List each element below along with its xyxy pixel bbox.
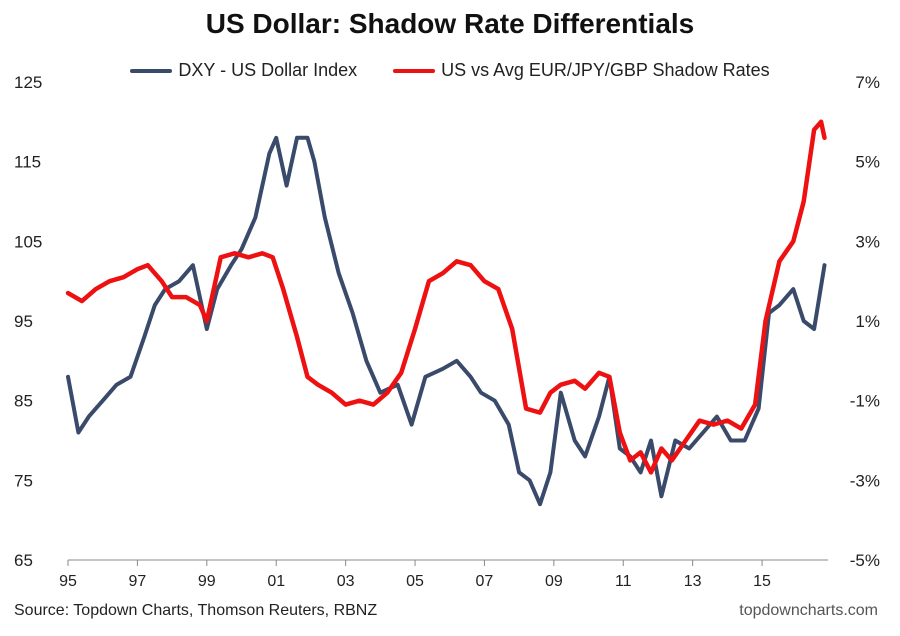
legend-label-dxy: DXY - US Dollar Index	[178, 60, 358, 80]
y-left-tick-label: 85	[14, 392, 33, 411]
x-tick-label: 99	[198, 573, 216, 590]
y-left-tick-label: 75	[14, 471, 33, 490]
series-line-dxy	[66, 135, 827, 507]
y-left-tick-label: 105	[14, 232, 42, 251]
chart-title: US Dollar: Shadow Rate Differentials	[205, 8, 695, 39]
x-tick-label: 97	[129, 573, 147, 590]
legend-swatch-dxy	[130, 68, 173, 73]
legend-item-dxy: DXY - US Dollar Index	[130, 60, 357, 81]
brand-note: topdowncharts.com	[739, 602, 878, 619]
y-left-tick-label: 95	[14, 312, 33, 331]
legend-swatch-shadow-rates	[393, 68, 436, 73]
x-tick-label: 13	[684, 573, 702, 590]
x-tick-label: 01	[267, 573, 285, 590]
x-tick-label: 09	[545, 573, 563, 590]
x-tick-label: 07	[476, 573, 494, 590]
x-tick-label: 11	[615, 573, 632, 590]
y-right-tick-label: -1%	[850, 392, 880, 411]
y-right-tick-label: 1%	[855, 312, 880, 331]
y-left-tick-label: 125	[14, 73, 42, 92]
legend: DXY - US Dollar Index US vs Avg EUR/JPY/…	[0, 60, 900, 81]
legend-label-shadow-rates: US vs Avg EUR/JPY/GBP Shadow Rates	[441, 60, 770, 80]
legend-item-shadow-rates: US vs Avg EUR/JPY/GBP Shadow Rates	[393, 60, 770, 81]
y-left-tick-label: 65	[14, 551, 33, 570]
x-tick-label: 03	[337, 573, 355, 590]
y-right-tick-label: 5%	[855, 153, 880, 172]
x-tick-label: 05	[406, 573, 424, 590]
x-tick-label: 95	[59, 573, 77, 590]
y-right-tick-label: -5%	[850, 551, 880, 570]
y-right-tick-label: 3%	[855, 232, 880, 251]
y-right-tick-label: -3%	[850, 471, 880, 490]
y-left-tick-label: 115	[14, 153, 41, 172]
source-note: Source: Topdown Charts, Thomson Reuters,…	[14, 602, 378, 619]
x-tick-label: 15	[753, 573, 771, 590]
series-line-shadow-rates	[65, 119, 827, 475]
y-right-tick-label: 7%	[855, 73, 880, 92]
